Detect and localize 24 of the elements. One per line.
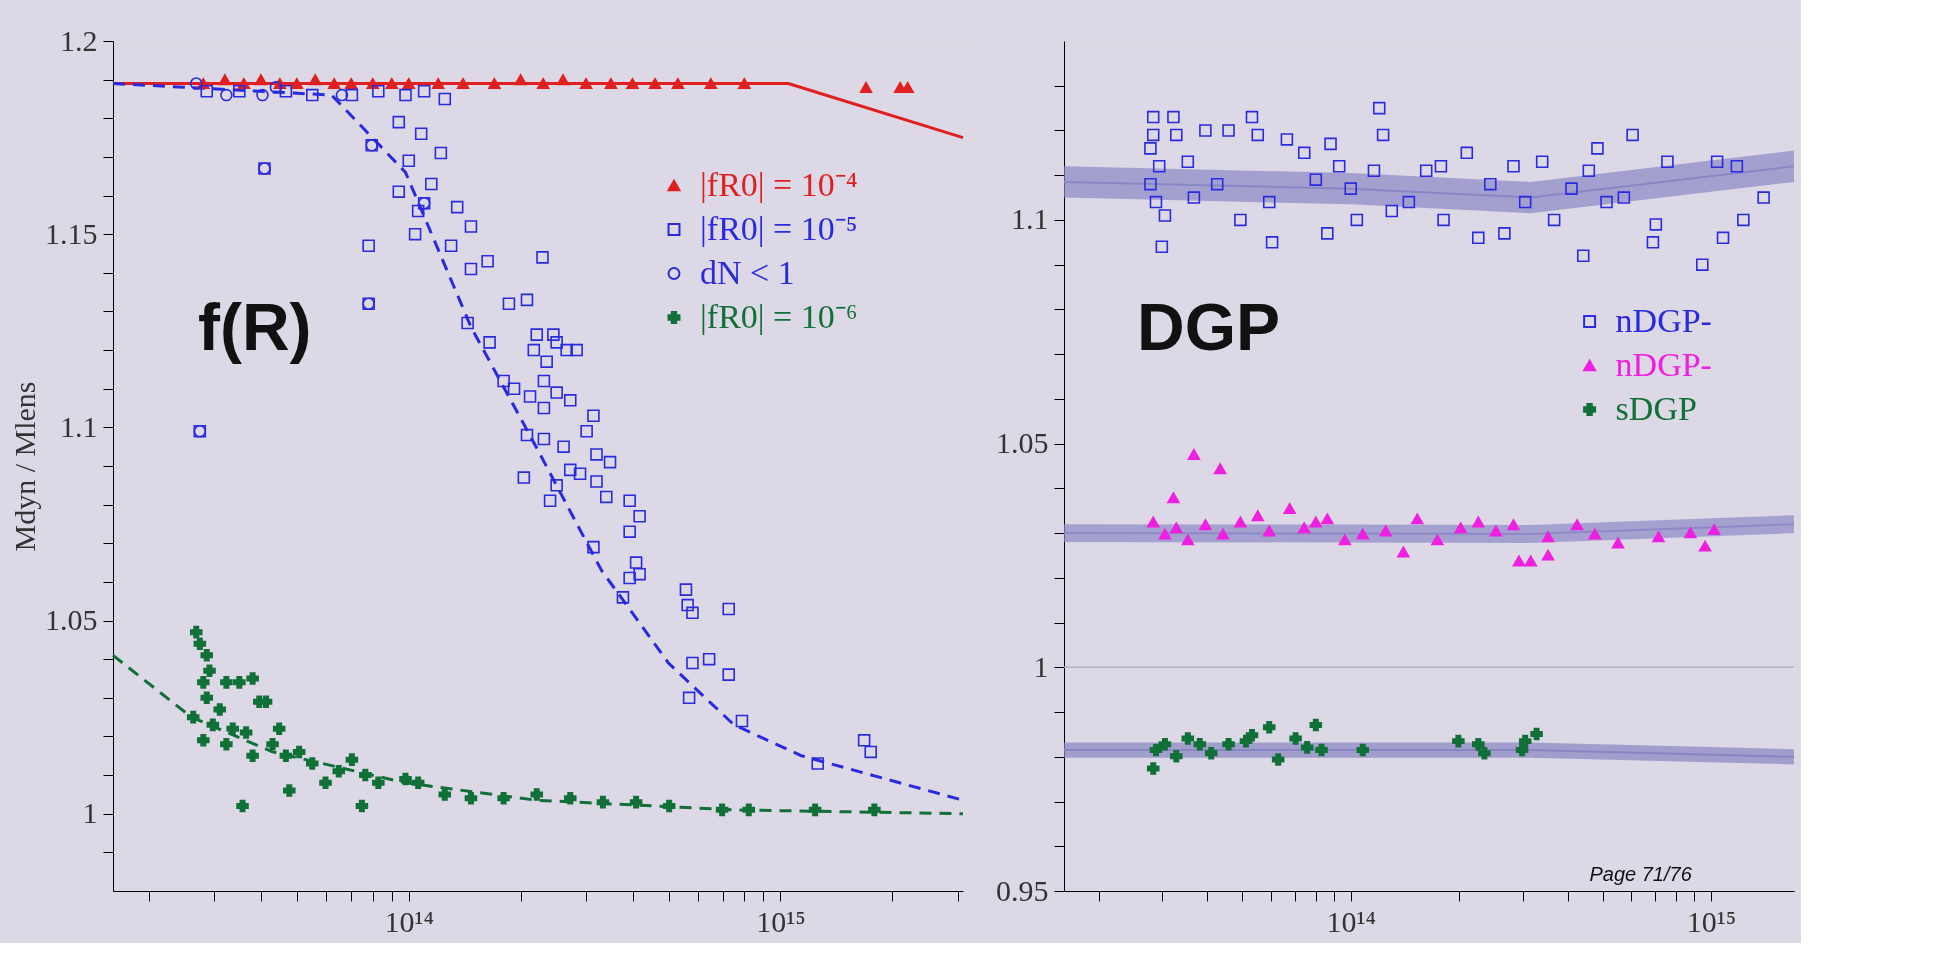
y-tick-label: 1.05: [45, 603, 98, 637]
y-tick-label: 1.05: [996, 426, 1049, 460]
y-tick-label: 1: [82, 796, 98, 830]
y-axis-title: Mdyn / Mlens: [8, 381, 41, 552]
legend-label: nDGP-: [1615, 345, 1712, 383]
x-tick-label: 10¹⁵: [1686, 904, 1737, 938]
y-tick-label: 0.95: [996, 873, 1049, 907]
annotation: DGP: [1137, 290, 1281, 364]
legend-label: sDGP: [1615, 389, 1697, 427]
y-tick-label: 1: [1033, 649, 1049, 683]
y-tick-label: 1.1: [1011, 202, 1049, 236]
x-tick-label: 10¹⁴: [384, 904, 434, 938]
y-tick-label: 1.15: [45, 216, 98, 250]
legend-label: nDGP-: [1615, 301, 1712, 339]
x-tick-label: 10¹⁵: [756, 904, 806, 938]
y-tick-label: 1.2: [60, 23, 98, 57]
legend-label: |fR0| = 10⁻⁶: [700, 297, 858, 335]
legend-label: |fR0| = 10⁻⁴: [700, 165, 858, 203]
y-tick-label: 1.1: [60, 409, 98, 443]
annotation: Page 71/76: [1589, 863, 1693, 885]
legend-label: dN < 1: [700, 253, 795, 291]
legend-label: |fR0| = 10⁻⁵: [700, 209, 858, 247]
annotation: f(R): [198, 290, 312, 364]
x-tick-label: 10¹⁴: [1326, 904, 1376, 938]
